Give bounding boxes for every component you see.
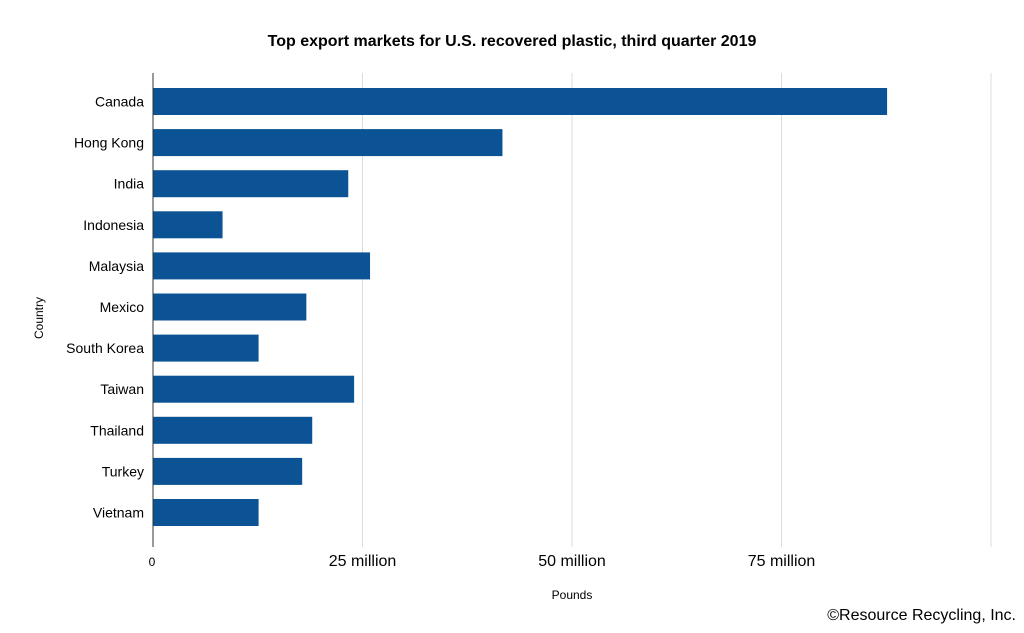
y-tick-labels: Canada Hong Kong India Indonesia Malaysia Mex… xyxy=(66,94,144,521)
y-tick-label: South Korea xyxy=(66,340,144,356)
bar-india xyxy=(153,170,349,198)
y-tick-label: Canada xyxy=(95,94,144,110)
bar-south-korea xyxy=(153,334,259,362)
chart-title: Top export markets for U.S. recovered pl… xyxy=(267,33,757,50)
bar-turkey xyxy=(153,457,303,485)
bar-vietnam xyxy=(153,499,259,526)
bars xyxy=(153,88,888,526)
bar-canada xyxy=(153,88,888,115)
y-tick-label: Hong Kong xyxy=(74,135,144,151)
x-tick-label: 50 million xyxy=(538,553,606,570)
bar-malaysia xyxy=(153,252,371,280)
y-tick-label: Indonesia xyxy=(83,217,144,233)
y-tick-label: Malaysia xyxy=(89,258,144,274)
x-tick-label: 25 million xyxy=(329,553,397,570)
x-tick-labels: 0 25 million 50 million 75 million xyxy=(149,553,816,570)
bar-taiwan xyxy=(153,375,355,403)
y-tick-label: Turkey xyxy=(102,463,144,479)
x-axis-title: Pounds xyxy=(552,588,593,602)
y-tick-label: Thailand xyxy=(90,422,144,438)
y-axis-title: Country xyxy=(32,297,46,339)
bar-indonesia xyxy=(153,211,223,239)
copyright-credit: ©Resource Recycling, Inc. xyxy=(827,607,1016,624)
bar-mexico xyxy=(153,293,307,321)
y-tick-label: Vietnam xyxy=(93,505,144,521)
x-tick-label: 0 xyxy=(149,555,156,569)
y-tick-label: Mexico xyxy=(100,299,145,315)
y-tick-label: Taiwan xyxy=(100,381,144,397)
bar-thailand xyxy=(153,416,313,444)
x-tick-label: 75 million xyxy=(748,553,816,570)
bar-hong-kong xyxy=(153,129,503,157)
y-tick-label: India xyxy=(114,176,145,192)
